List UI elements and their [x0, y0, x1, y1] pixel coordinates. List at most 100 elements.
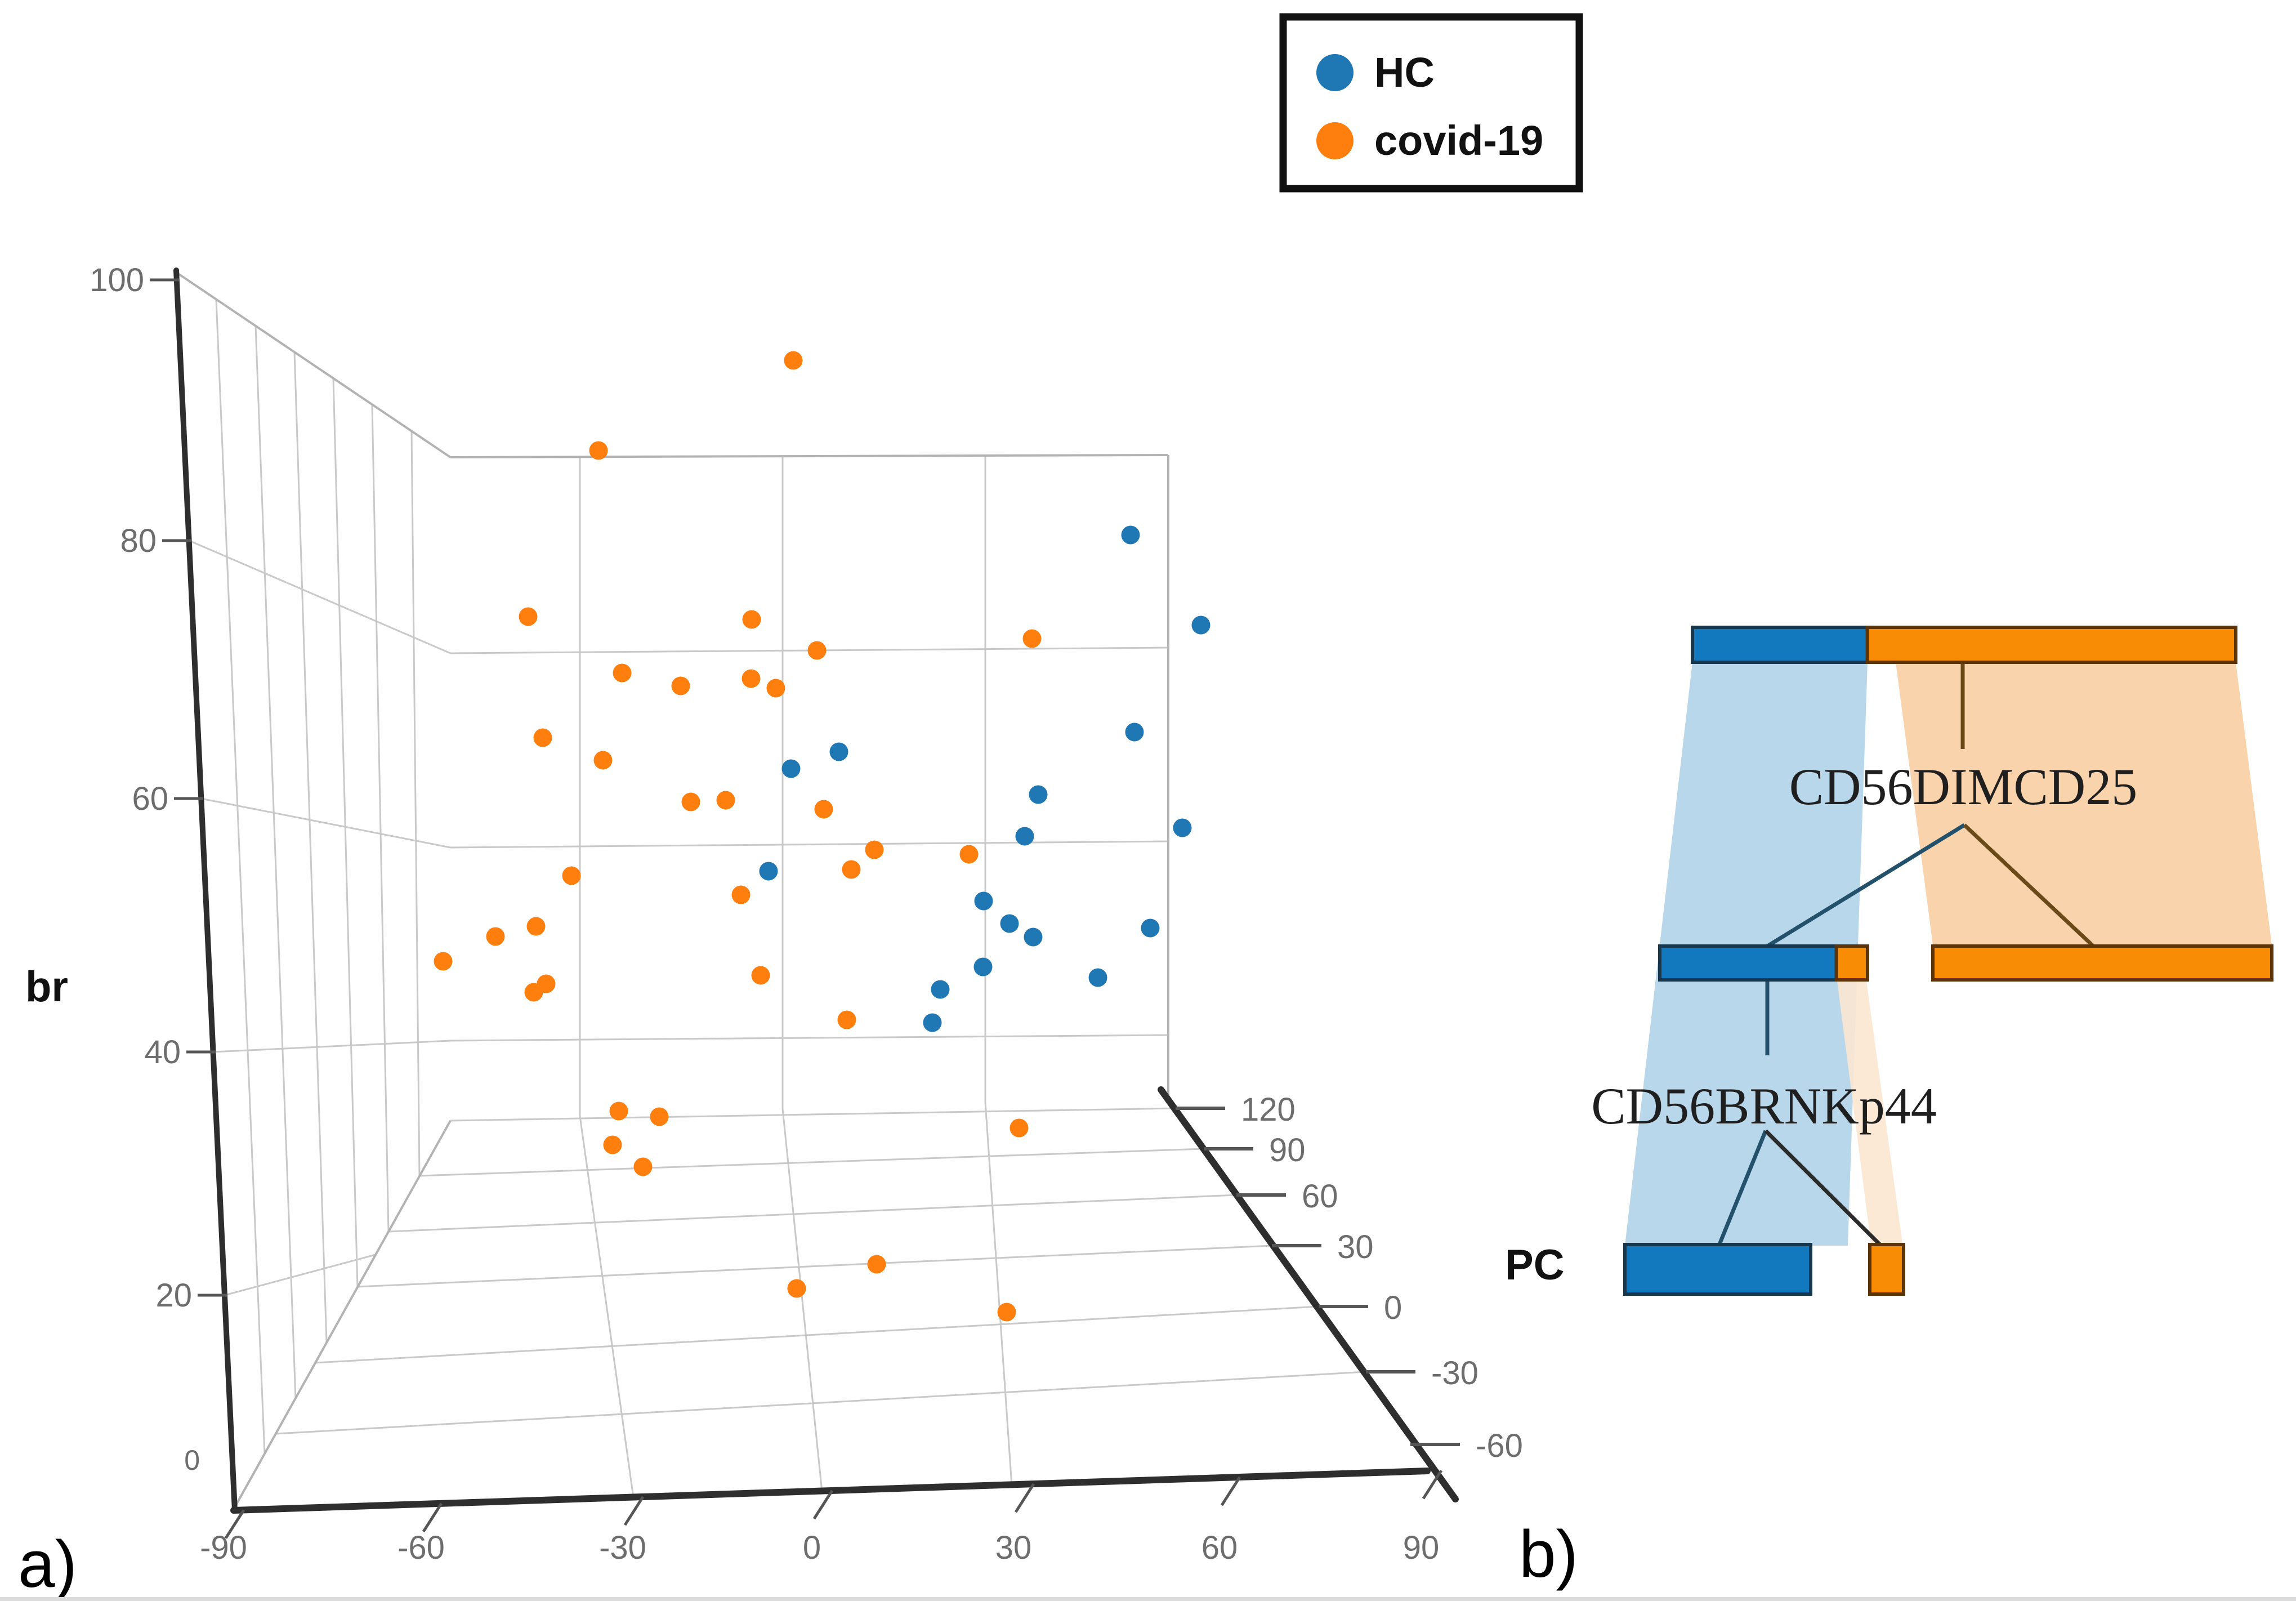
- tree-node-label-cd56dimcd25: CD56DIMCD25: [1789, 758, 2137, 815]
- scatter-point-hc: [829, 742, 848, 761]
- grid-line-leftwall: [213, 1040, 451, 1053]
- scatter-point-covid-19: [842, 860, 861, 879]
- x-tick-mark: [1014, 1483, 1035, 1513]
- scatter-point-hc: [931, 980, 950, 999]
- scatter-point-hc: [1125, 723, 1144, 742]
- scatter-point-covid-19: [865, 840, 884, 859]
- scatter-point-covid-19: [519, 607, 538, 626]
- y-tick-label: 40: [144, 1034, 181, 1071]
- panel-b-label: b): [1519, 1517, 1578, 1591]
- root-bar-segment-orange: [1865, 626, 2237, 664]
- tree-links-layer: [1717, 662, 2096, 1247]
- covid-flow-band: [1896, 662, 2272, 945]
- grid-line-floor: [388, 1194, 1237, 1233]
- scatter-point-covid-19: [537, 974, 556, 993]
- z-tick-label: 30: [1337, 1229, 1374, 1265]
- grid-line-floor: [275, 1371, 1366, 1435]
- scatter-point-covid-19: [959, 845, 979, 864]
- tick-labels-layer: 100 80 60 40 20 0 -90 -60 -30 0 30 60 90 120 90 60 30 0 -3…: [90, 262, 1523, 1566]
- z-tick-label: 60: [1302, 1178, 1338, 1215]
- scatter-point-hc: [973, 957, 993, 976]
- x-tick-mark: [623, 1496, 645, 1526]
- panel-b-tree-diagram: CD56DIMCD25 CD56BRNKp44: [1591, 626, 2273, 1296]
- x-tick-label: -30: [599, 1529, 646, 1566]
- box-edge: [450, 454, 1169, 458]
- x-tick-label: 0: [803, 1529, 821, 1566]
- legend-swatch-covid19: [1316, 122, 1354, 159]
- grid-line-leftwall: [371, 404, 390, 1232]
- scatter-point-hc: [1191, 616, 1210, 635]
- mid-left-bar-segment-blue: [1658, 944, 1838, 982]
- scatter-point-covid-19: [731, 885, 751, 904]
- grid-line-floor: [781, 1108, 823, 1492]
- scatter-point-hc: [1173, 818, 1192, 837]
- scatter-point-covid-19: [609, 1101, 628, 1121]
- z-axis-line: [1158, 1086, 1459, 1502]
- scatter-point-covid-19: [741, 669, 761, 688]
- legend: HC covid-19: [1279, 13, 1583, 193]
- scatter-point-covid-19: [562, 866, 581, 885]
- scatter-point-covid-19: [486, 927, 505, 946]
- x-tick-label: 60: [1201, 1529, 1238, 1566]
- grid-line-backwall: [450, 1034, 1169, 1042]
- legend-label-covid19: covid-19: [1374, 117, 1543, 164]
- scatter-point-covid-19: [751, 966, 770, 985]
- scatter-point-covid-19: [613, 663, 632, 683]
- y-tick-label: 60: [132, 781, 168, 817]
- grid-line-leftwall: [293, 351, 328, 1343]
- scatter-point-covid-19: [814, 800, 833, 819]
- tree-link-split2-right: [1764, 1129, 1883, 1247]
- legend-swatch-hc: [1316, 54, 1354, 91]
- scatter-point-hc: [1024, 927, 1043, 947]
- scatter-point-covid-19: [742, 610, 761, 629]
- z-axis-label: PC: [1505, 1241, 1565, 1289]
- scatter-point-covid-19: [681, 792, 700, 811]
- scatter-point-hc: [781, 759, 801, 778]
- grid-line-floor: [984, 1101, 1013, 1486]
- scatter-point-covid-19: [589, 441, 608, 460]
- y-tick-label: 100: [90, 262, 144, 298]
- y-axis-line: [173, 267, 238, 1513]
- scatter-point-covid-19: [837, 1010, 856, 1029]
- z-tick-label: -30: [1431, 1355, 1478, 1392]
- y-tick-label: 80: [120, 523, 157, 559]
- scatter-point-hc: [759, 862, 778, 881]
- grid-line-floor: [357, 1245, 1272, 1288]
- scatter-point-covid-19: [650, 1107, 669, 1126]
- grid-layer: [176, 272, 1366, 1510]
- z-tick-label: 120: [1241, 1091, 1296, 1128]
- scatter-points-layer: [434, 351, 1210, 1322]
- panel-a-label: a): [18, 1527, 77, 1601]
- x-tick-label: -90: [200, 1529, 247, 1566]
- y-axis-label: br: [25, 963, 68, 1011]
- root-bar-segment-blue: [1691, 626, 1869, 664]
- scatter-point-hc: [1015, 827, 1034, 846]
- scatter-point-hc: [1121, 525, 1140, 545]
- scatter-point-covid-19: [1022, 629, 1042, 648]
- z-tick-label: 0: [1384, 1290, 1402, 1326]
- scatter-point-hc: [923, 1013, 942, 1032]
- scatter-point-covid-19: [671, 676, 690, 695]
- scatter-point-hc: [1029, 785, 1048, 804]
- tree-node-label-cd56brnkp44: CD56BRNKp44: [1591, 1077, 1936, 1135]
- scatter-point-covid-19: [633, 1157, 653, 1176]
- grid-line-floor: [450, 1107, 1176, 1122]
- grid-line-leftwall: [224, 1254, 376, 1296]
- legend-label-hc: HC: [1374, 49, 1435, 96]
- scatter-point-covid-19: [787, 1279, 806, 1298]
- x-tick-mark: [1220, 1476, 1241, 1506]
- y-tick-label: 0: [184, 1444, 200, 1476]
- tree-link-split1-left: [1765, 823, 1966, 949]
- x-tick-mark: [422, 1502, 443, 1533]
- axes-layer: [150, 267, 1460, 1539]
- x-tick-mark: [812, 1489, 834, 1520]
- z-tick-label: -60: [1476, 1428, 1523, 1464]
- x-tick-label: 30: [995, 1529, 1032, 1566]
- grid-line-leftwall: [189, 539, 451, 654]
- leaf-right-square-segment-orange: [1868, 1243, 1905, 1296]
- panel-a-3d-scatter: 100 80 60 40 20 0 -90 -60 -30 0 30 60 90 120 90 60 30 0 -3…: [25, 262, 1565, 1566]
- scatter-point-covid-19: [533, 728, 552, 747]
- grid-line-leftwall: [410, 430, 421, 1177]
